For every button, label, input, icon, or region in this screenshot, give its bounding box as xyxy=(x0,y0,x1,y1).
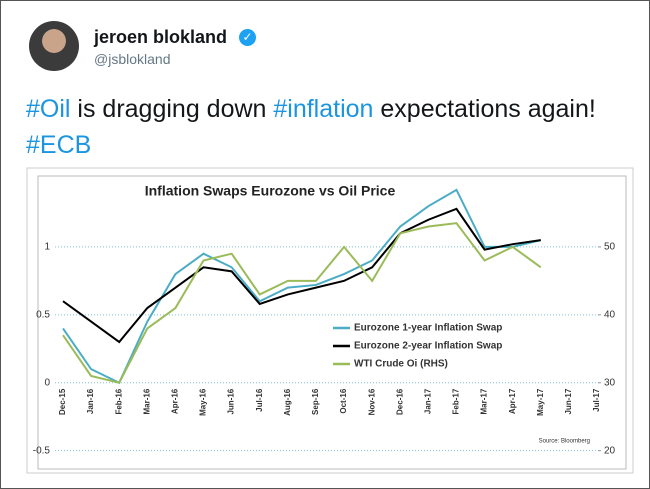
text-run: is dragging down xyxy=(70,95,274,123)
y-tick-label: 0 xyxy=(44,377,50,388)
source: Source: Bloomberg xyxy=(539,439,590,445)
x-tick-label: Jan-16 xyxy=(86,388,95,414)
x-tick-label: Jun-16 xyxy=(227,388,236,414)
x-tick-label: Feb-16 xyxy=(114,388,123,414)
x-tick-label: Feb-17 xyxy=(452,388,461,414)
user-name[interactable]: jeroen blokland xyxy=(94,27,228,47)
x-tick-label: May-17 xyxy=(536,388,545,416)
y2-tick-label: 50 xyxy=(604,242,616,253)
x-tick-label: Aug-16 xyxy=(283,388,292,416)
x-tick-label: Apr-17 xyxy=(508,388,517,414)
plot-frame xyxy=(37,175,627,470)
x-tick-label: Oct-16 xyxy=(339,388,348,413)
y2-tick-label: 30 xyxy=(604,377,616,388)
x-tick-label: Apr-16 xyxy=(171,388,180,414)
legend-label: Eurozone 1-year Inflation Swap xyxy=(354,323,502,334)
text-run: expectations again! xyxy=(373,95,603,123)
x-tick-label: Dec-16 xyxy=(395,388,404,415)
x-tick-label: Mar-16 xyxy=(142,388,151,414)
chart-title: Inflation Swaps Eurozone vs Oil Price xyxy=(145,183,396,199)
x-tick-label: Dec-15 xyxy=(58,388,67,415)
x-tick-label: Sep-16 xyxy=(311,388,320,415)
y-tick-label: 1 xyxy=(44,242,50,253)
x-tick-label: Jul-16 xyxy=(255,388,264,412)
x-tick-label: Jan-17 xyxy=(423,388,432,414)
y2-tick-label: 20 xyxy=(604,445,616,456)
tweet-text: #Oil is dragging down #inflation expecta… xyxy=(26,91,626,163)
legend-label: Eurozone 2-year Inflation Swap xyxy=(354,341,502,352)
x-tick-label: May-16 xyxy=(199,388,208,416)
avatar[interactable] xyxy=(29,21,79,71)
y-tick-label: -0.5 xyxy=(33,445,51,456)
hashtag[interactable]: #Oil xyxy=(26,95,71,123)
x-tick-label: Mar-17 xyxy=(480,388,489,414)
user-handle[interactable]: @jsblokland xyxy=(94,51,171,67)
x-tick-label: Nov-16 xyxy=(367,388,376,415)
y2-tick-label: 40 xyxy=(604,309,616,320)
x-tick-label: Jun-17 xyxy=(564,388,573,414)
hashtag[interactable]: #inflation xyxy=(273,95,374,123)
series-line xyxy=(62,207,541,344)
x-tick-label: Jul-17 xyxy=(592,388,601,412)
series-line xyxy=(62,222,542,384)
series-line xyxy=(62,188,542,385)
y-tick-label: 0.5 xyxy=(36,309,50,320)
hashtag[interactable]: #ECB xyxy=(26,131,92,159)
verified-badge: ✓ xyxy=(239,29,256,46)
chart-image xyxy=(26,167,634,474)
legend-label: WTI Crude Oi (RHS) xyxy=(354,359,448,370)
